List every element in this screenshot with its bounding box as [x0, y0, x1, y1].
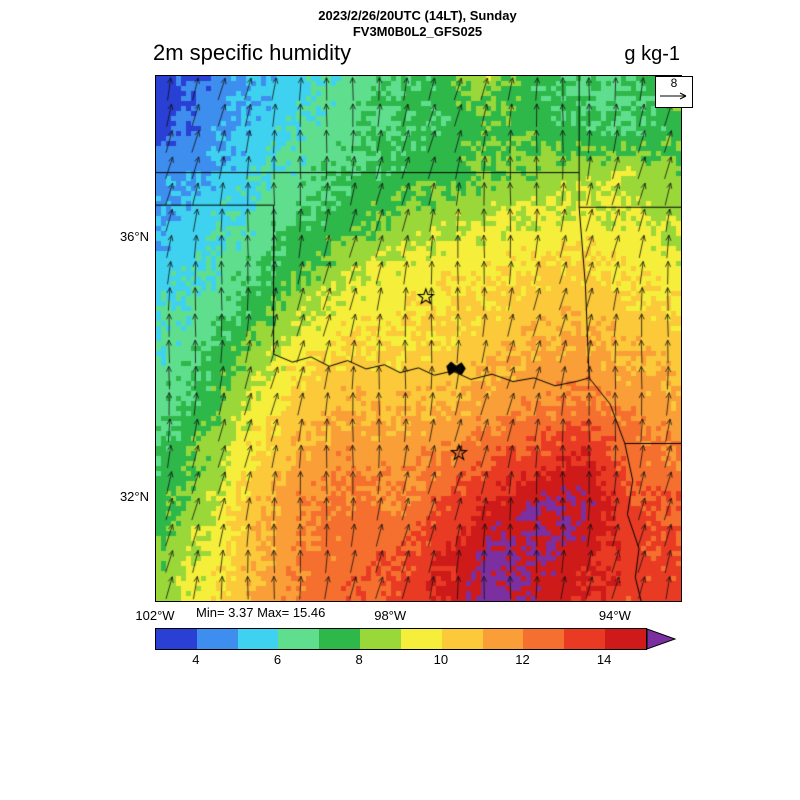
- wind-reference-box: 8: [655, 76, 693, 108]
- colorbar-segment: [441, 629, 483, 649]
- colorbar-segment: [196, 629, 238, 649]
- plot-header: 2023/2/26/20UTC (14LT), Sunday FV3M0B0L2…: [155, 8, 680, 40]
- colorbar-segment: [237, 629, 279, 649]
- wind-reference-arrow-icon: [660, 92, 687, 100]
- colorbar-tick-label: 4: [192, 652, 200, 667]
- colorbar: [155, 628, 647, 650]
- colorbar-tick-label: 14: [596, 652, 612, 667]
- latitude-label: 32°N: [119, 489, 149, 505]
- valid-time-title: 2023/2/26/20UTC (14LT), Sunday: [318, 8, 517, 23]
- colorbar-segment: [400, 629, 442, 649]
- longitude-label: 98°W: [374, 608, 407, 623]
- colorbar-tick-label: 10: [433, 652, 449, 667]
- units-label: g kg-1: [624, 43, 680, 65]
- colorbar-segment: [156, 629, 197, 649]
- colorbar-segment: [278, 629, 320, 649]
- model-name-title: FV3M0B0L2_GFS025: [352, 24, 483, 39]
- colorbar-tick-label: 6: [273, 652, 282, 667]
- longitude-label: 102°W: [135, 608, 175, 623]
- colorbar-segment: [564, 629, 606, 649]
- colorbar-tick-label: 12: [515, 652, 530, 667]
- wind-reference-value: 8: [670, 76, 678, 90]
- colorbar-segment: [605, 629, 646, 649]
- colorbar-segment: [360, 629, 401, 649]
- colorbar-segment: [482, 629, 524, 649]
- colorbar-tick-label: 8: [355, 652, 363, 667]
- colorbar-tick-labels: 4 6 8 10 12 14: [0, 652, 800, 668]
- latitude-label: 36°N: [119, 228, 149, 244]
- map-frame: [155, 75, 682, 602]
- longitude-label: 94°W: [598, 608, 631, 623]
- colorbar-overflow-arrow: [647, 628, 677, 650]
- min-max-label: Min= 3.37 Max= 15.46: [196, 605, 326, 620]
- field-title: 2m specific humidity: [153, 40, 352, 65]
- colorbar-segment: [523, 629, 565, 649]
- colorbar-segment: [319, 629, 361, 649]
- humidity-wind-map: [156, 76, 681, 601]
